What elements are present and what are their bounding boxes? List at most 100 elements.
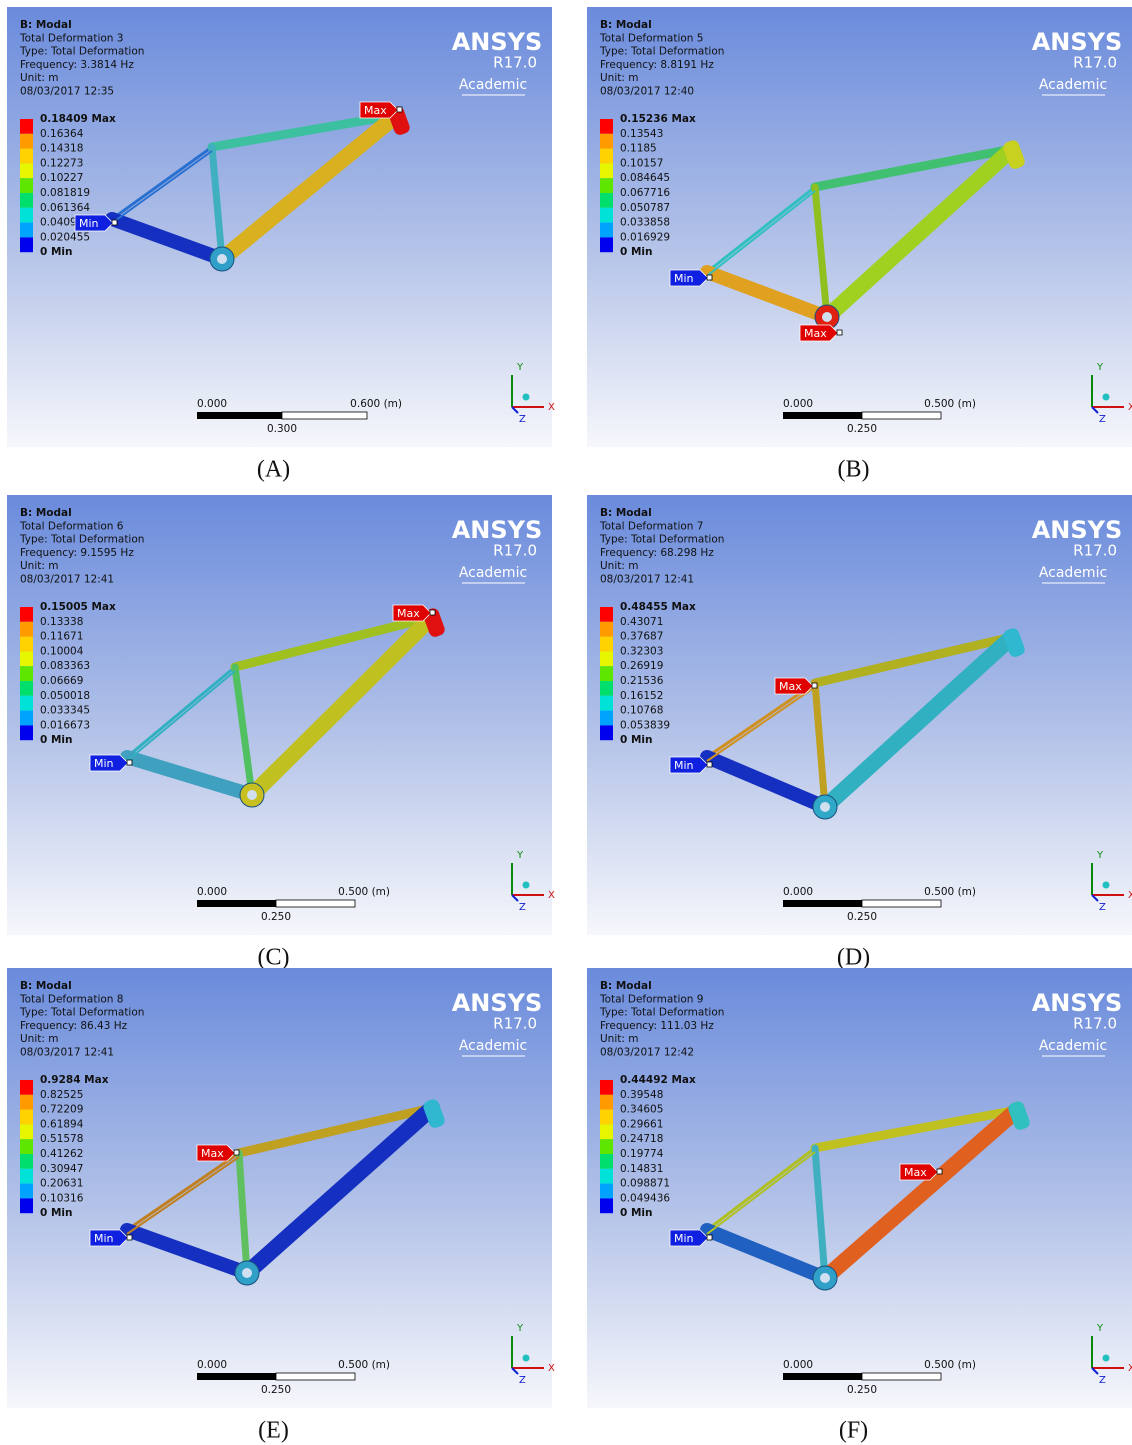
triad-ball [523,882,530,889]
legend-swatch [20,134,33,149]
panel: B: ModalTotal Deformation 5Type: Total D… [587,7,1132,447]
legend-swatch [600,1124,613,1139]
min-tag-label: Min [94,1232,114,1245]
logo-license: Academic [459,565,527,581]
legend-swatch [600,119,613,134]
max-tag-label: Max [804,327,827,340]
header-title: B: Modal [20,507,72,519]
scale-start: 0.000 [783,1359,813,1371]
logo-license: Academic [459,1038,527,1054]
legend-label: 0 Min [40,246,72,258]
max-tag-anchor [234,1150,239,1155]
legend-label: 0.06669 [40,675,83,687]
legend-label: 0 Min [620,246,652,258]
legend-label: 0.13338 [40,616,83,628]
header-line: Total Deformation 6 [19,520,124,532]
max-tag-label: Max [397,607,420,620]
legend-label: 0.067716 [620,187,670,199]
scale-start: 0.000 [197,398,227,410]
logo-name: ANSYS [1032,989,1123,1017]
triad-y-label: Y [1096,850,1104,861]
legend-label: 0 Min [40,1207,72,1219]
legend-swatch [20,163,33,178]
legend-label: 0.16364 [40,128,84,140]
logo-license: Academic [459,77,527,93]
max-tag-label: Max [779,680,802,693]
header-line: Type: Total Deformation [599,46,724,58]
legend-swatch [20,1110,33,1125]
logo-license: Academic [1039,1038,1107,1054]
panel-caption: (F) [839,1418,868,1444]
scale-mid: 0.250 [261,1384,291,1396]
header-line: Frequency: 111.03 Hz [600,1020,714,1032]
legend-label: 0.10768 [620,705,663,717]
panel-caption: (B) [838,457,870,483]
legend-label: 0.083363 [40,660,90,672]
scale-white [276,1373,355,1380]
bottom-bracket-hole [242,1268,252,1278]
legend-label: 0.26919 [620,660,663,672]
legend-label: 0 Min [40,734,72,746]
max-tag-anchor [430,610,435,615]
scale-mid: 0.250 [847,1384,877,1396]
legend-label: 0.30947 [40,1163,83,1175]
scale-start: 0.000 [197,886,227,898]
legend-swatch [600,1080,613,1095]
figure: B: ModalTotal Deformation 3Type: Total D… [0,0,1132,1445]
header-line: 08/03/2017 12:41 [20,1047,114,1059]
legend-label: 0.016673 [40,719,90,731]
legend-swatch [600,711,613,726]
scale-end: 0.500 (m) [924,886,976,898]
header-line: 08/03/2017 12:40 [600,86,694,98]
triad-x-label: X [548,402,555,413]
logo-version: R17.0 [1073,542,1117,560]
legend-label: 0.61894 [40,1118,84,1130]
legend-label: 0.10004 [40,645,84,657]
triad-y-label: Y [1096,362,1104,373]
triad-y-label: Y [516,362,524,373]
header-line: Unit: m [600,72,638,84]
legend-swatch [20,1198,33,1213]
triad-z-label: Z [519,414,526,425]
min-tag-anchor [707,275,712,280]
legend-swatch [20,622,33,637]
triad-x-label: X [1128,890,1132,901]
header-title: B: Modal [600,980,652,992]
scale-white [282,412,367,419]
scale-start: 0.000 [783,886,813,898]
legend-label: 0.14318 [40,143,83,155]
triad-z-label: Z [519,902,526,913]
legend-swatch [600,607,613,622]
legend-swatch [600,696,613,711]
legend-swatch [20,637,33,652]
panel-caption: (C) [258,945,290,971]
viewport [7,968,552,1408]
scale-mid: 0.250 [261,911,291,923]
triad-ball [523,394,530,401]
legend-swatch [600,237,613,252]
triad-y-label: Y [516,850,524,861]
legend-label: 0.48455 Max [620,601,696,613]
legend-label: 0.050018 [40,690,90,702]
header-line: 08/03/2017 12:41 [600,574,694,586]
header-line: 08/03/2017 12:42 [600,1047,694,1059]
legend-swatch [600,1198,613,1213]
legend-label: 0.72209 [40,1104,83,1116]
legend-label: 0.34605 [620,1104,663,1116]
legend-label: 0.081819 [40,187,90,199]
legend-label: 0 Min [620,734,652,746]
logo-version: R17.0 [493,54,537,72]
legend-label: 0.19774 [620,1148,664,1160]
legend-label: 0.10157 [620,157,663,169]
header-title: B: Modal [20,980,72,992]
min-tag-label: Min [674,1232,694,1245]
header-line: Type: Total Deformation [599,1007,724,1019]
scale-start: 0.000 [783,398,813,410]
logo-version: R17.0 [493,542,537,560]
legend-label: 0.050787 [620,202,670,214]
legend-label: 0.049436 [620,1192,670,1204]
legend-swatch [600,149,613,164]
logo-license: Academic [1039,77,1107,93]
legend-label: 0.15005 Max [40,601,116,613]
legend-swatch [20,651,33,666]
